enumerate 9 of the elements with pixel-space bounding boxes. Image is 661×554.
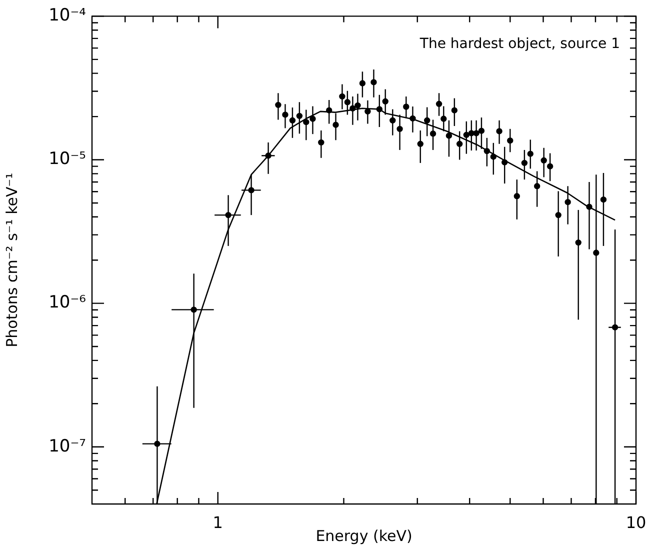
y-tick-label: 10⁻⁴ <box>48 6 86 26</box>
y-axis-title: Photons cm⁻² s⁻¹ keV⁻¹ <box>2 172 21 348</box>
x-axis-title: Energy (keV) <box>316 526 412 545</box>
y-tick-label: 10⁻⁷ <box>48 436 86 456</box>
x-tick-label: 1 <box>212 512 223 532</box>
y-tick-label: 10⁻⁵ <box>48 149 86 170</box>
x-tick-label: 10 <box>626 512 646 532</box>
annotation: The hardest object, source 1 <box>418 36 620 52</box>
y-tick-label: 10⁻⁶ <box>48 292 86 313</box>
